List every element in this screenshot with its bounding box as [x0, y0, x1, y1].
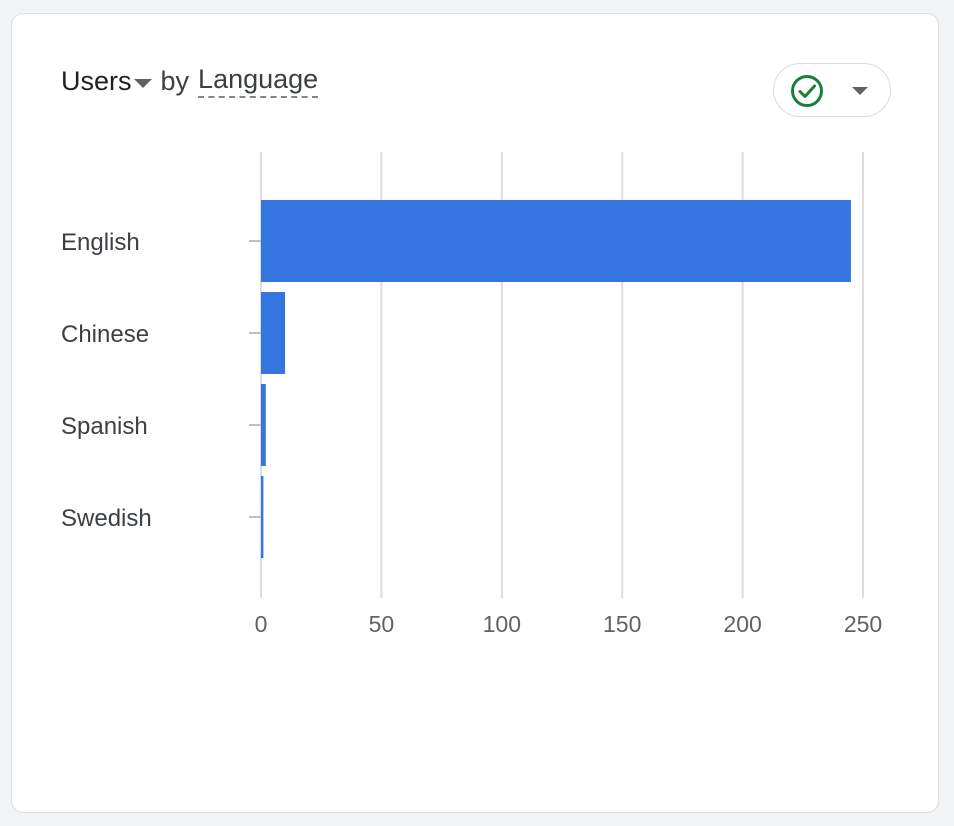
metric-label: Users [61, 65, 132, 96]
category-label: Swedish [61, 505, 152, 532]
bar-swedish [261, 476, 264, 558]
metric-selector[interactable]: Users [61, 66, 152, 97]
comparison-status-button[interactable] [773, 63, 891, 117]
x-tick-label: 200 [723, 611, 761, 637]
category-label: Spanish [61, 413, 148, 440]
by-label: by [160, 65, 190, 96]
x-tick-label: 150 [603, 611, 641, 637]
card-title: Users by Language [61, 64, 319, 98]
caret-down-icon [133, 78, 152, 88]
x-tick-label: 0 [255, 611, 268, 637]
category-label: Chinese [61, 321, 149, 348]
bar-english [261, 200, 851, 282]
x-tick-label: 250 [844, 611, 882, 637]
category-label: English [61, 229, 140, 256]
chevron-down-icon [852, 87, 868, 95]
x-tick-label: 100 [483, 611, 521, 637]
check-circle-icon [791, 75, 823, 107]
users-by-language-card: Users by Language 0 50 100 150 200 250 English… [11, 13, 939, 813]
language-bar-chart: 0 50 100 150 200 250 English Chinese Spanish Swed… [61, 152, 882, 637]
bar-spanish [261, 384, 266, 466]
dimension-selector[interactable]: Language [198, 64, 319, 98]
bar-chinese [261, 292, 286, 374]
x-tick-label: 50 [369, 611, 395, 637]
